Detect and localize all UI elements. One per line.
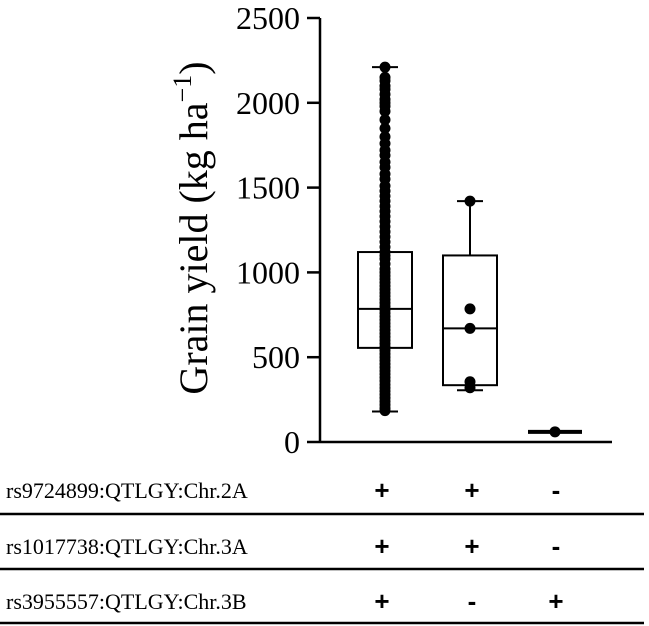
- marker-sign: -: [468, 586, 477, 616]
- data-points: [379, 61, 561, 438]
- data-point: [379, 405, 391, 417]
- y-axis-label-close: ): [171, 61, 216, 74]
- y-tick-label: 2000: [236, 85, 300, 121]
- marker-sign: +: [464, 531, 479, 561]
- marker-sign: -: [552, 531, 561, 561]
- marker-sign: -: [552, 475, 561, 505]
- marker-sign: +: [548, 586, 563, 616]
- marker-sign: +: [374, 586, 389, 616]
- data-point: [379, 105, 391, 117]
- marker-label: rs1017738:QTLGY:Chr.3A: [6, 534, 248, 559]
- y-tick-label: 1500: [236, 170, 300, 206]
- marker-table: rs9724899:QTLGY:Chr.2A rs1017738:QTLGY:C…: [0, 475, 644, 625]
- marker-sign: +: [374, 475, 389, 505]
- y-tick-label: 500: [252, 339, 300, 375]
- data-point: [464, 382, 476, 394]
- marker-sign: +: [464, 475, 479, 505]
- data-point: [379, 61, 391, 73]
- data-point: [549, 426, 561, 438]
- marker-label: rs9724899:QTLGY:Chr.2A: [6, 478, 248, 503]
- y-tick-label: 1000: [236, 254, 300, 290]
- y-ticks: 0 500 1000 1500 2000 2500: [236, 0, 320, 460]
- data-point: [464, 322, 476, 334]
- data-point: [464, 195, 476, 207]
- data-point: [379, 122, 391, 134]
- marker-sign: +: [374, 531, 389, 561]
- y-tick-label: 2500: [236, 0, 300, 36]
- marker-label: rs3955557:QTLGY:Chr.3B: [6, 589, 247, 614]
- y-tick-label: 0: [284, 424, 300, 460]
- data-point: [379, 114, 391, 126]
- y-axis-label-main: Grain yield (kg ha: [171, 102, 216, 394]
- y-axis-label-sup: −1: [168, 75, 197, 103]
- box: [442, 254, 498, 387]
- data-point: [464, 303, 476, 315]
- y-axis-label: Grain yield (kg ha−1): [168, 61, 216, 394]
